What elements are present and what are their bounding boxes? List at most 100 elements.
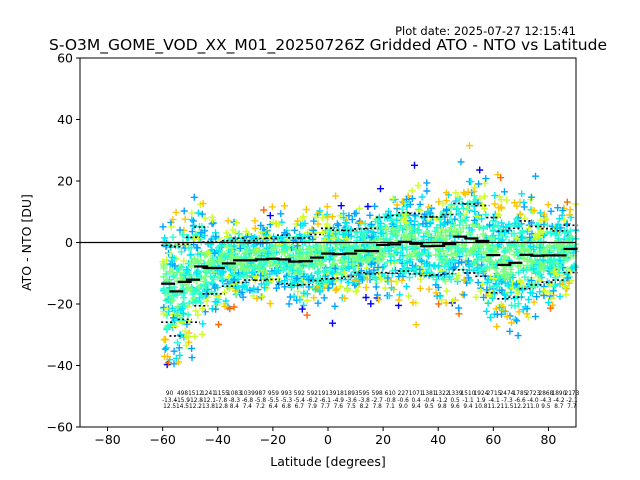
scatter-point — [536, 233, 544, 241]
scatter-point — [185, 285, 193, 292]
y-tick-label: −20 — [47, 297, 73, 312]
scatter-point — [262, 235, 270, 243]
scatter-point — [441, 262, 449, 270]
scatter-point — [362, 294, 370, 301]
scatter-point — [336, 283, 344, 291]
scatter-point — [445, 258, 453, 265]
scatter-point — [161, 345, 169, 353]
scatter-point — [186, 271, 194, 279]
scatter-point — [460, 189, 468, 196]
x-tick-label: 80 — [540, 432, 556, 447]
scatter-point — [329, 280, 337, 288]
bin-std-label: 9.0 — [399, 404, 409, 410]
scatter-point — [451, 215, 459, 223]
scatter-point — [536, 288, 544, 296]
scatter-point — [300, 301, 308, 309]
scatter-point — [416, 285, 424, 292]
scatter-point — [406, 200, 414, 208]
scatter-point — [432, 289, 440, 297]
bin-count-label: 592 — [307, 391, 318, 397]
scatter-point — [560, 277, 568, 285]
scatter-point — [377, 219, 385, 227]
scatter-point — [373, 257, 381, 265]
scatter-point — [316, 281, 324, 289]
scatter-point — [455, 304, 463, 312]
scatter-point — [170, 272, 178, 280]
scatter-point — [389, 195, 397, 203]
scatter-point — [459, 204, 467, 212]
scatter-point — [463, 205, 471, 213]
bin-count-label: 2715 — [487, 391, 502, 397]
scatter-point — [400, 214, 408, 222]
scatter-point — [506, 240, 514, 248]
scatter-point — [190, 256, 198, 264]
bin-std-label: 8.2 — [360, 404, 370, 410]
scatter-point — [398, 198, 406, 206]
scatter-point — [182, 342, 190, 350]
scatter-point — [539, 228, 547, 236]
scatter-point — [510, 230, 518, 238]
scatter-point — [343, 286, 351, 294]
scatter-point — [179, 231, 187, 239]
bin-std-label: 6.4 — [269, 404, 279, 410]
scatter-point — [178, 263, 186, 271]
scatter-point — [480, 293, 488, 301]
scatter-point — [176, 351, 184, 359]
bin-std-label: 8.4 — [230, 404, 240, 410]
scatter-point — [356, 217, 364, 225]
scatter-point — [474, 212, 482, 220]
scatter-point — [187, 263, 195, 271]
bin-mean-label: -6.8 — [242, 398, 254, 404]
scatter-point — [416, 200, 424, 208]
scatter-point — [445, 266, 453, 273]
scatter-point — [320, 294, 328, 302]
scatter-point — [224, 217, 232, 225]
scatter-point — [381, 284, 389, 292]
scatter-point — [562, 291, 570, 299]
scatter-point — [526, 233, 534, 241]
scatter-point — [274, 267, 282, 275]
scatter-point — [293, 266, 301, 274]
scatter-point — [491, 200, 499, 208]
scatter-point — [502, 233, 510, 241]
scatter-point — [352, 278, 360, 286]
bin-count-label: 1083 — [227, 391, 242, 397]
scatter-point — [482, 249, 490, 257]
scatter-point — [483, 307, 490, 315]
scatter-point — [183, 265, 191, 273]
scatter-point — [399, 252, 407, 259]
scatter-point — [172, 208, 180, 216]
scatter-point — [351, 268, 359, 275]
scatter-point — [485, 256, 493, 264]
scatter-point — [218, 249, 226, 257]
scatter-point — [212, 233, 220, 240]
scatter-point — [437, 267, 445, 275]
scatter-point — [442, 189, 450, 197]
scatter-point — [467, 249, 475, 257]
scatter-point — [324, 213, 332, 221]
bin-count-label: 1322 — [435, 391, 450, 397]
scatter-point — [528, 258, 536, 266]
bin-std-label: 6.8 — [282, 404, 292, 410]
scatter-point — [277, 210, 285, 218]
scatter-point — [460, 291, 468, 299]
scatter-point — [215, 321, 223, 328]
bin-mean-label: -2.7 — [372, 398, 384, 404]
scatter-point — [425, 252, 433, 260]
scatter-point — [342, 225, 350, 233]
scatter-point — [285, 300, 293, 308]
scatter-point — [189, 299, 197, 307]
scatter-point — [294, 267, 302, 275]
scatter-point — [523, 305, 531, 313]
scatter-point — [183, 333, 190, 340]
scatter-point — [188, 354, 196, 362]
bin-mean-label: -5.8 — [255, 398, 267, 404]
bin-count-label: 2474 — [500, 391, 515, 397]
scatter-point — [254, 286, 262, 294]
scatter-point — [398, 205, 406, 213]
scatter-point — [323, 220, 331, 228]
scatter-point — [402, 219, 410, 227]
scatter-point — [237, 244, 244, 252]
scatter-point — [357, 219, 365, 227]
bin-count-label: 1155 — [214, 391, 229, 397]
